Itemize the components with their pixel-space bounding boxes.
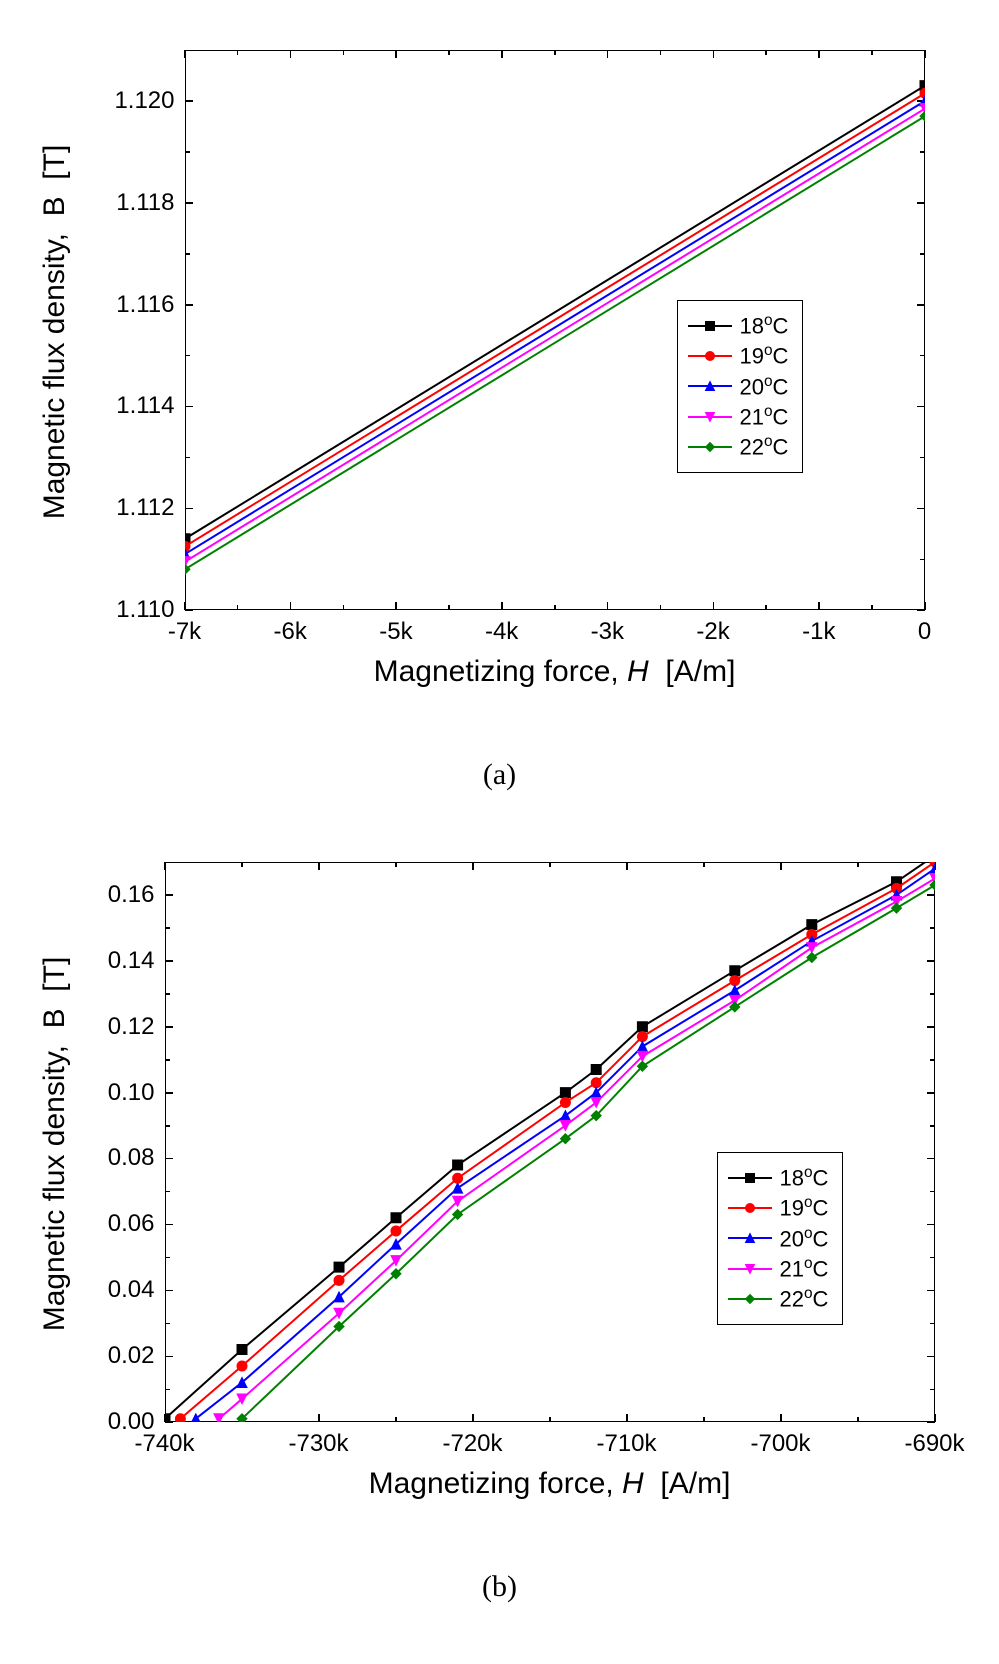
legend-marker-icon xyxy=(688,378,732,394)
chart-b-subcaption: (b) xyxy=(20,1570,980,1604)
legend-marker-icon xyxy=(728,1230,772,1246)
legend-item: 19oC xyxy=(728,1194,829,1221)
legend-marker-icon xyxy=(728,1200,772,1216)
legend-label: 19oC xyxy=(740,342,789,369)
legend-marker-icon xyxy=(728,1170,772,1186)
legend-marker-icon xyxy=(688,348,732,364)
legend-label: 20oC xyxy=(780,1225,829,1252)
legend-marker-icon xyxy=(688,439,732,455)
legend-item: 21oC xyxy=(688,403,789,430)
legend-marker-icon xyxy=(688,318,732,334)
legend-label: 18oC xyxy=(780,1164,829,1191)
legend-item: 18oC xyxy=(688,312,789,339)
legend-label: 22oC xyxy=(740,433,789,460)
legend-label: 21oC xyxy=(740,403,789,430)
legend-item: 18oC xyxy=(728,1164,829,1191)
chart-a: -7k-6k-5k-4k-3k-2k-1k01.1101.1121.1141.1… xyxy=(20,20,980,740)
legend-marker-icon xyxy=(688,409,732,425)
legend-item: 19oC xyxy=(688,342,789,369)
legend-marker-icon xyxy=(728,1291,772,1307)
legend-label: 22oC xyxy=(780,1285,829,1312)
legend-item: 21oC xyxy=(728,1255,829,1282)
chart-a-wrap: -7k-6k-5k-4k-3k-2k-1k01.1101.1121.1141.1… xyxy=(20,20,980,792)
chart-a-subcaption: (a) xyxy=(20,758,980,792)
legend-label: 21oC xyxy=(780,1255,829,1282)
chart-b-wrap: -740k-730k-720k-710k-700k-690k0.000.020.… xyxy=(20,832,980,1604)
legend-label: 20oC xyxy=(740,373,789,400)
legend: 18oC 19oC 20oC 21oC 22oC xyxy=(717,1152,844,1325)
legend-marker-icon xyxy=(728,1261,772,1277)
legend-item: 22oC xyxy=(728,1285,829,1312)
legend-item: 22oC xyxy=(688,433,789,460)
legend: 18oC 19oC 20oC 21oC 22oC xyxy=(677,300,804,473)
legend-label: 18oC xyxy=(740,312,789,339)
chart-b: -740k-730k-720k-710k-700k-690k0.000.020.… xyxy=(20,832,980,1552)
legend-label: 19oC xyxy=(780,1194,829,1221)
legend-item: 20oC xyxy=(688,373,789,400)
legend-item: 20oC xyxy=(728,1225,829,1252)
